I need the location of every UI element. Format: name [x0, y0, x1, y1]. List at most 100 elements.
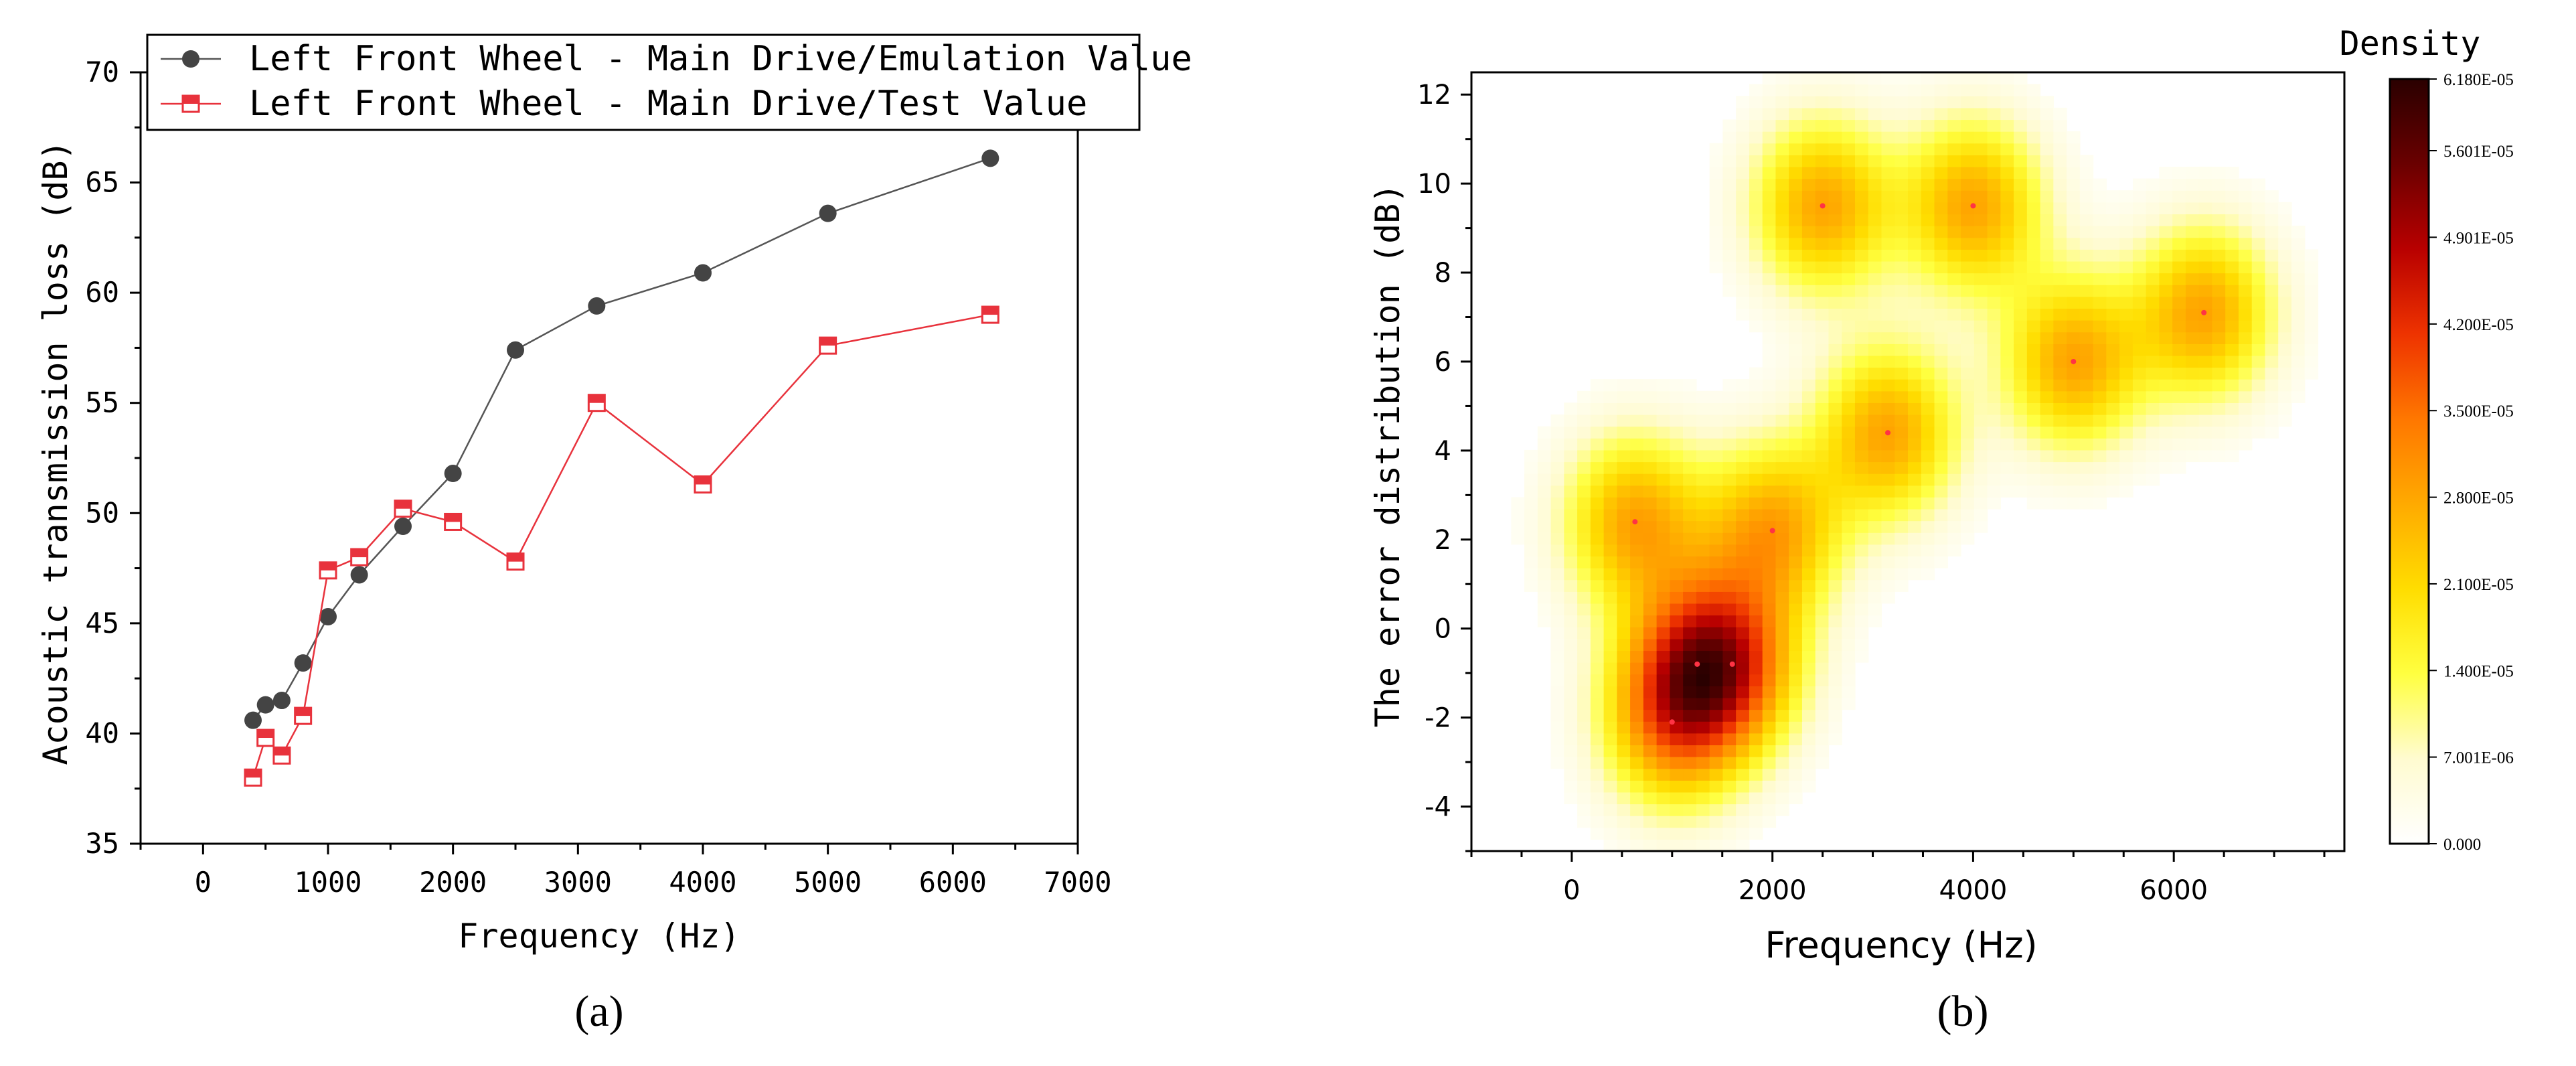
- density-cell: [2014, 485, 2028, 498]
- density-cell: [1630, 827, 1644, 840]
- density-cell: [1868, 591, 1882, 604]
- density-cell: [1895, 579, 1909, 592]
- density-cell: [1617, 390, 1631, 403]
- density-cell: [2067, 131, 2081, 144]
- density-cell: [2291, 296, 2306, 309]
- density-cell: [1709, 568, 1723, 581]
- density-cell: [1577, 579, 1591, 592]
- density-cell: [2251, 237, 2266, 250]
- density-cell: [1974, 84, 1988, 96]
- density-cell: [1670, 379, 1684, 392]
- density-cell: [2185, 426, 2200, 439]
- density-cell: [1947, 190, 1961, 203]
- density-cell: [2265, 237, 2279, 250]
- density-cell: [2212, 308, 2226, 321]
- density-cell: [1577, 662, 1591, 675]
- density-cell: [2067, 249, 2081, 262]
- density-cell: [1670, 485, 1684, 498]
- density-cell: [2172, 190, 2186, 203]
- density-cell: [1842, 202, 1856, 215]
- density-cell: [1749, 320, 1763, 333]
- density-cell: [2278, 344, 2292, 356]
- density-cell: [1590, 556, 1605, 568]
- density-cell: [2040, 237, 2054, 250]
- density-cell: [1775, 697, 1789, 710]
- density-cell: [2212, 414, 2226, 427]
- density-cell: [2146, 390, 2160, 403]
- density-cell: [2146, 473, 2160, 486]
- density-cell: [1630, 686, 1644, 698]
- density-cell: [1590, 414, 1605, 427]
- density-cell: [2225, 438, 2239, 451]
- density-cell: [1775, 497, 1789, 510]
- density-cell: [1789, 414, 1803, 427]
- density-cell: [1564, 733, 1578, 746]
- density-cell: [2265, 273, 2279, 285]
- density-cell: [1656, 638, 1670, 652]
- density-cell: [1775, 72, 1789, 85]
- density-cell: [1801, 461, 1816, 474]
- density-cell: [2159, 237, 2173, 250]
- density-cell: [1895, 72, 1909, 85]
- density-cell: [1961, 155, 1975, 167]
- density-cell: [1722, 544, 1737, 557]
- density-cell: [2159, 308, 2173, 321]
- density-cell: [2093, 273, 2107, 285]
- density-cell: [2106, 202, 2120, 215]
- density-cell: [1842, 119, 1856, 132]
- density-cell: [1947, 461, 1961, 474]
- density-cell: [1908, 214, 1922, 226]
- density-cell: [2132, 190, 2147, 203]
- density-cell: [1828, 485, 1842, 498]
- density-cell: [1921, 449, 1935, 463]
- density-cell: [1895, 426, 1909, 439]
- density-cell: [2212, 273, 2226, 285]
- density-cell: [1815, 226, 1830, 238]
- density-cell: [1577, 473, 1591, 486]
- density-cell: [2185, 273, 2200, 285]
- test-point-fill: [295, 708, 311, 716]
- panel-a-line-chart: 0 1000 2000 3000 4000 5000 6000 7000 3540455055…: [36, 33, 1192, 1036]
- y-tick-label: -2: [1425, 703, 1451, 734]
- density-cell: [2040, 155, 2054, 167]
- density-cell: [1961, 296, 1975, 309]
- density-cell: [1815, 344, 1830, 356]
- density-cell: [2053, 331, 2067, 344]
- density-cell: [1789, 627, 1803, 639]
- density-cell: [2079, 285, 2094, 297]
- density-cell: [2132, 379, 2147, 392]
- density-cell: [1801, 308, 1816, 321]
- density-cell: [1709, 190, 1723, 203]
- density-cell: [2106, 379, 2120, 392]
- density-cell: [1762, 320, 1777, 333]
- density-cell: [1617, 697, 1631, 710]
- density-cell: [1815, 131, 1830, 144]
- density-cell: [1762, 473, 1777, 486]
- density-cell: [1842, 426, 1856, 439]
- density-cell: [1603, 520, 1617, 533]
- density-cell: [1550, 615, 1564, 627]
- density-cell: [1947, 166, 1961, 179]
- density-cell: [2238, 285, 2253, 297]
- emulation-point: [588, 297, 606, 315]
- density-cell: [1749, 107, 1763, 121]
- density-cell: [1921, 556, 1935, 568]
- density-cell: [1801, 426, 1816, 439]
- density-cell: [1987, 155, 2001, 167]
- density-cell: [2225, 355, 2239, 368]
- density-cell: [2291, 320, 2306, 333]
- density-cell: [1854, 485, 1869, 498]
- density-cell: [1895, 556, 1909, 568]
- density-cell: [2014, 296, 2028, 309]
- density-cell: [1987, 260, 2001, 274]
- density-cell: [2159, 379, 2173, 392]
- density-cell: [1656, 579, 1670, 592]
- density-cell: [1709, 226, 1723, 238]
- density-cell: [1577, 591, 1591, 604]
- density-cell: [2198, 331, 2213, 344]
- density-cell: [1709, 697, 1723, 710]
- density-cell: [2119, 249, 2134, 262]
- density-cell: [2132, 273, 2147, 285]
- density-cell: [1868, 308, 1882, 321]
- density-cell: [1828, 249, 1842, 262]
